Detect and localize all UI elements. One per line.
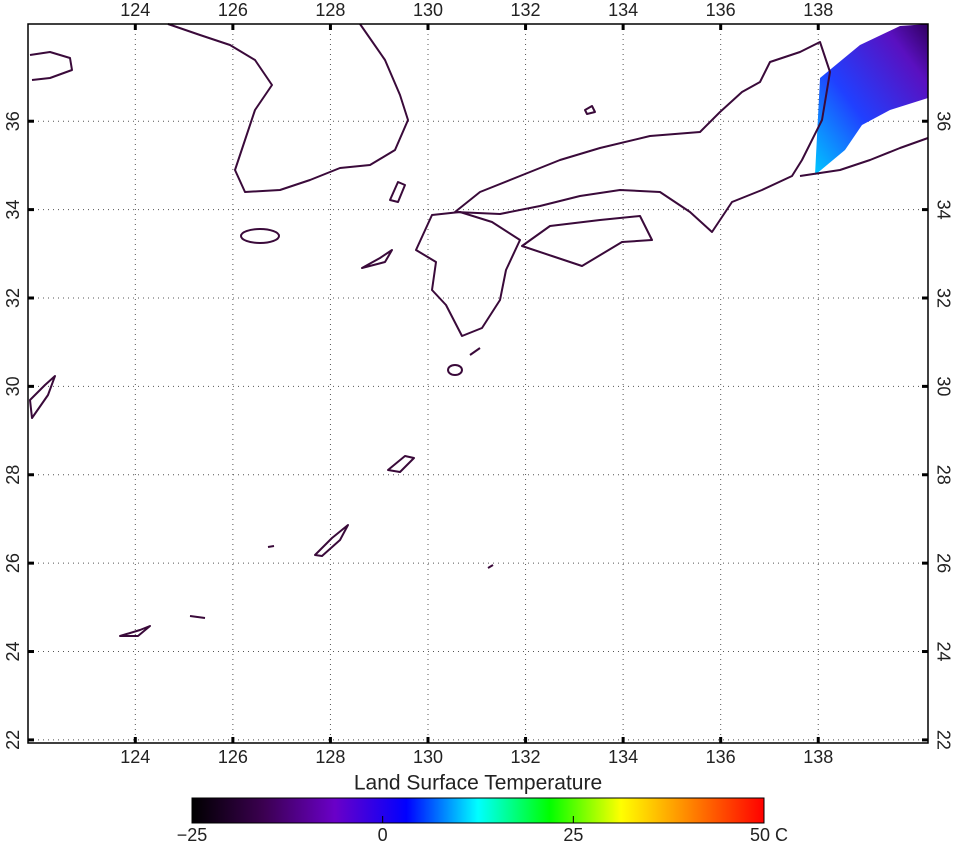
colorbar-tick-label: 0 [378, 825, 388, 845]
lat-tick-label-left: 24 [3, 642, 23, 662]
coastlines [29, 23, 929, 637]
lon-tick-label-bottom: 128 [315, 747, 345, 767]
data-swath [815, 24, 928, 175]
lon-tick-label-bottom: 130 [413, 747, 443, 767]
lat-tick-label-right: 30 [933, 376, 953, 396]
map-frame [27, 23, 929, 744]
colorbar-tick-label: −25 [177, 825, 208, 845]
lat-tick-label-left: 36 [3, 111, 23, 131]
lat-tick-label-left: 34 [3, 200, 23, 220]
lat-tick-label-right: 28 [933, 465, 953, 485]
lat-tick-label-right: 24 [933, 642, 953, 662]
lat-tick-label-left: 30 [3, 376, 23, 396]
lat-tick-label-left: 26 [3, 553, 23, 573]
grid [28, 24, 928, 743]
lat-tick-label-right: 32 [933, 288, 953, 308]
lat-tick-label-left: 28 [3, 465, 23, 485]
lon-tick-label-bottom: 138 [803, 747, 833, 767]
lon-tick-label-bottom: 126 [218, 747, 248, 767]
lon-tick-label-bottom: 124 [120, 747, 150, 767]
lon-tick-label-top: 132 [511, 0, 541, 20]
lon-tick-label-bottom: 134 [608, 747, 638, 767]
lat-tick-label-left: 22 [3, 730, 23, 750]
lon-tick-label-top: 124 [120, 0, 150, 20]
lon-tick-label-top: 134 [608, 0, 638, 20]
lon-tick-label-top: 128 [315, 0, 345, 20]
lat-tick-label-right: 26 [933, 553, 953, 573]
lon-tick-label-bottom: 132 [511, 747, 541, 767]
colorbar-tick-label: 25 [563, 825, 583, 845]
lat-tick-label-right: 22 [933, 730, 953, 750]
colorbar-title: Land Surface Temperature [354, 772, 602, 795]
lon-tick-label-top: 136 [706, 0, 736, 20]
colorbar [191, 797, 765, 824]
lon-tick-label-bottom: 136 [706, 747, 736, 767]
lon-tick-label-top: 126 [218, 0, 248, 20]
lat-tick-label-right: 36 [933, 111, 953, 131]
lat-tick-label-right: 34 [933, 200, 953, 220]
lat-tick-label-left: 32 [3, 288, 23, 308]
lon-tick-label-top: 130 [413, 0, 443, 20]
lon-tick-label-top: 138 [803, 0, 833, 20]
colorbar-tick-label: 50 C [750, 825, 788, 845]
